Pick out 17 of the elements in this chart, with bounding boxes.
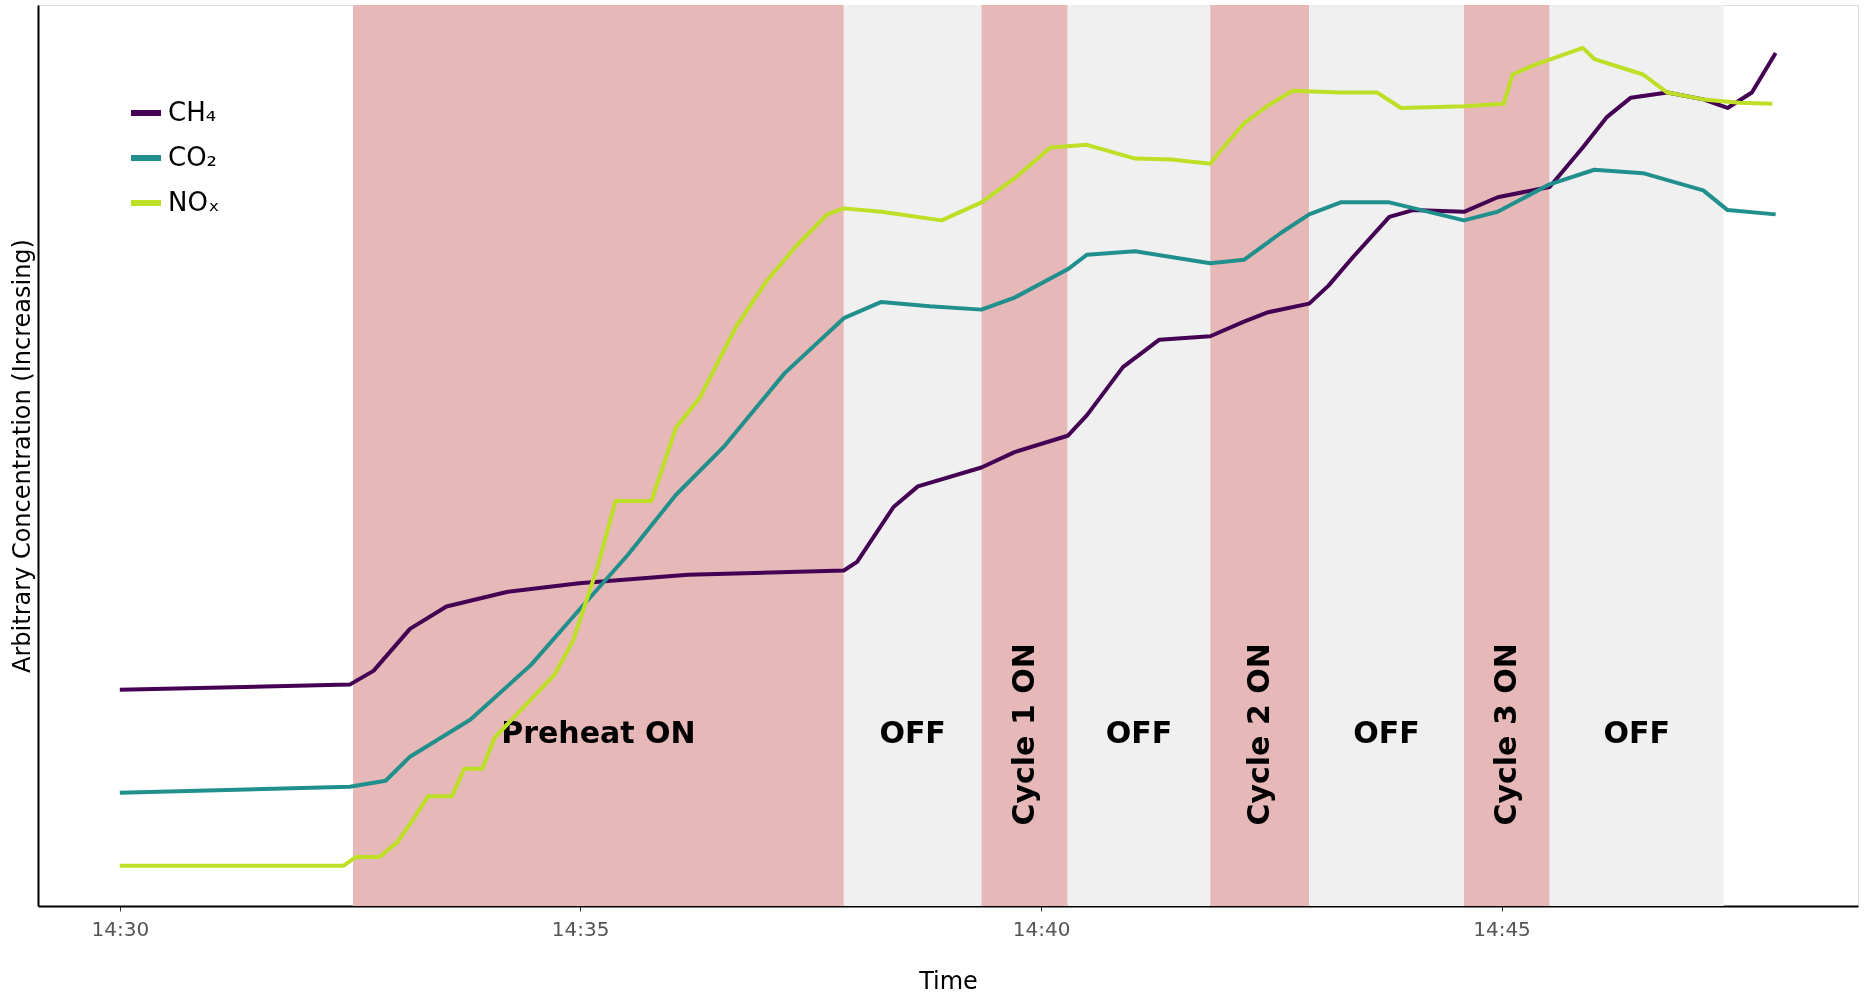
band-label: OFF [1603, 715, 1670, 751]
band-label: OFF [1105, 715, 1173, 751]
band-label: Preheat ON [501, 715, 696, 751]
x-tick-label: 14:30 [91, 916, 150, 941]
legend-label: CH₄ [168, 97, 217, 127]
x-tick-label: 14:35 [551, 916, 610, 941]
band-label: Cycle 2 ON [1240, 643, 1276, 826]
legend-label: CO₂ [168, 142, 218, 172]
band-label: OFF [879, 715, 946, 751]
x-axis-title: Time [918, 966, 978, 995]
x-tick-label: 14:40 [1012, 916, 1071, 941]
y-axis-title: Arbitrary Concentration (Increasing) [7, 239, 36, 673]
band-label: Cycle 1 ON [1005, 643, 1041, 826]
x-tick-label: 14:45 [1473, 916, 1531, 941]
band-label: OFF [1353, 715, 1420, 751]
band-label: Cycle 3 ON [1487, 643, 1523, 826]
legend-label: NOₓ [168, 187, 220, 217]
